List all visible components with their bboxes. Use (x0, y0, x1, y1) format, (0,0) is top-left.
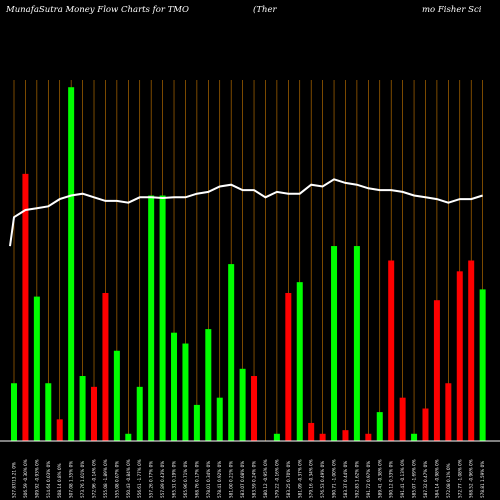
x-tick-label: 572.96 -0.14% 0% (92, 459, 97, 498)
x-tick-label: 557.89 0.43% 0% (160, 461, 165, 498)
bar-24 (285, 292, 292, 441)
x-tick-labels: 527.87/13.21 0% 506.59 -0.30% 0% 509.92 -0… (12, 459, 486, 498)
x-tick-label: 589.41 -0.38% 0% (377, 459, 382, 498)
x-tick-label: 591.41 -0.13% 0% (400, 459, 405, 498)
bar-series (11, 87, 486, 442)
x-tick-label: 581.00 0.21% 0% (229, 461, 234, 498)
bar-1 (22, 173, 29, 442)
bar-5 (68, 87, 75, 441)
x-tick-label: 585.07 -1.69% 0% (412, 459, 417, 498)
x-tick-label: 527.87/13.21 0% (12, 462, 17, 498)
x-tick-label: 580.12 -0.95% 0% (263, 459, 268, 498)
bar-12 (148, 195, 155, 441)
bar-15 (182, 343, 189, 441)
x-tick-label: 584.14 -0.98% 0% (434, 459, 439, 498)
bar-31 (365, 433, 372, 441)
bar-29 (342, 430, 349, 441)
x-tick-label: 565.96 0.71% 0% (183, 461, 188, 498)
bar-33 (388, 260, 395, 441)
x-tick-label: 556.61 -1.77% 0% (137, 459, 142, 498)
x-tick-label: 506.59 -0.30% 0% (23, 459, 28, 498)
bar-35 (411, 433, 418, 441)
bar-3 (45, 383, 52, 441)
bar-11 (136, 386, 143, 441)
x-tick-label: 550.43 -0.84% 0% (126, 459, 131, 498)
x-tick-label: 507.08 1.35% 0% (69, 461, 74, 498)
x-tick-label: 578.81 1.59% 0% (480, 461, 485, 498)
x-tick-label: 572.08 0.1% 0% (446, 463, 451, 498)
bar-27 (319, 433, 326, 441)
x-tick-label: 583.59 0.24% 0% (252, 461, 257, 498)
x-tick-label: 583.37 0.44% 0% (343, 461, 348, 498)
bar-36 (422, 408, 429, 441)
bar-6 (79, 376, 86, 441)
x-tick-label: 590.71 -1.00% 0% (332, 459, 337, 498)
bar-39 (456, 271, 463, 441)
x-tick-label: 576.53 0.49% 0% (320, 461, 325, 498)
x-tick-label: 590.12 0.33% 0% (389, 461, 394, 498)
x-tick-label: 592.83 1.62% 0% (354, 461, 359, 498)
x-tick-label: 508.14 0.8% 0% (57, 463, 62, 498)
x-tick-label: 555.08 -1.89% 0% (103, 459, 108, 498)
x-tick-label: 568.76 0.17% 0% (194, 461, 199, 498)
x-tick-label: 565.31 0.19% 0% (172, 461, 177, 498)
bar-16 (193, 404, 200, 441)
bar-30 (353, 246, 360, 441)
x-tick-label: 557.26 0.77% 0% (149, 461, 154, 498)
trend-line (9, 178, 483, 247)
bar-19 (228, 264, 235, 441)
bar-0 (11, 383, 17, 441)
x-tick-label: 509.92 -0.93% 0% (34, 459, 39, 498)
x-tick-label: 581.09 -0.37% 0% (297, 459, 302, 498)
bar-34 (399, 397, 406, 441)
bar-13 (159, 195, 166, 441)
x-tick-label: 583.07 0.08% 0% (240, 461, 245, 498)
bar-23 (273, 433, 280, 441)
bar-20 (239, 368, 246, 441)
x-tick-label: 578.41 0.92% 0% (217, 461, 222, 498)
x-tick-label: 573.76 1.01% 0% (80, 461, 85, 498)
bar-10 (125, 433, 132, 441)
bar-28 (331, 246, 338, 441)
x-tick-label: 555.08 0.07% 0% (114, 461, 119, 498)
bar-21 (251, 376, 258, 441)
chart-title: MunafaSutra Money Flow Charts for TMO (5, 5, 189, 15)
bar-25 (296, 282, 303, 441)
bar-14 (171, 332, 178, 441)
x-tick-label: 579.16 -0.34% 0% (309, 459, 314, 498)
x-tick-label: 568.52 -0.96% 0% (469, 459, 474, 498)
bar-38 (445, 383, 452, 441)
chart-title-company-end: mo Fisher Sci (422, 5, 482, 15)
bar-18 (216, 397, 223, 441)
x-tick-label: 591.72 0.97% 0% (366, 461, 371, 498)
bar-9 (113, 350, 120, 441)
bar-7 (91, 386, 98, 441)
bar-32 (376, 412, 383, 441)
bar-8 (102, 292, 109, 441)
bar-17 (205, 329, 212, 441)
bar-2 (33, 296, 40, 441)
bar-26 (308, 422, 315, 441)
x-tick-label: 572.77 -1.08% 0% (457, 459, 462, 498)
bar-40 (468, 260, 475, 441)
x-tick-label: 587.32 0.47% 0% (423, 461, 428, 498)
x-tick-label: 514.64 0.03% 0% (46, 461, 51, 498)
x-tick-label: 578.01 0.34% 0% (206, 461, 211, 498)
chart-title-company-start: (Ther (253, 4, 277, 15)
bar-37 (433, 300, 440, 441)
bar-4 (56, 419, 63, 441)
x-tick-label: 583.25 0.70% 0% (286, 461, 291, 498)
x-tick-label: 579.22 -0.16% 0% (274, 459, 279, 498)
bar-41 (479, 289, 486, 441)
